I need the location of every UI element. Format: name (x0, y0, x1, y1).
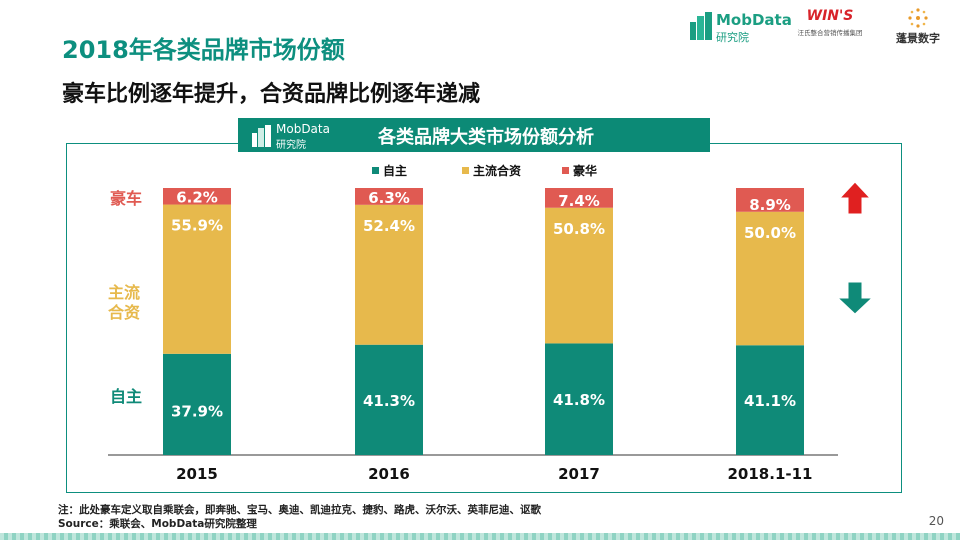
pengjing-logo-name: 蓬景数字 (896, 32, 940, 45)
data-label: 41.1% (744, 392, 796, 410)
bottom-decoration-strip (0, 533, 960, 540)
bar-主流合资-2018.1-11 (736, 211, 804, 346)
data-label: 41.8% (553, 391, 605, 409)
pengjing-logo: 蓬景数字 (886, 6, 950, 48)
data-label: 37.9% (171, 402, 223, 420)
mobdata-logo-name: MobData (716, 11, 792, 29)
data-label: 50.0% (744, 224, 796, 242)
legend-swatch-豪华 (562, 167, 569, 174)
footnotes: 注：此处豪车定义取自乘联会，即奔驰、宝马、奥迪、凯迪拉克、捷豹、路虎、沃尔沃、英… (58, 503, 541, 531)
wins-logo-name: WIN'S (806, 8, 854, 24)
bar-自主-2017 (545, 343, 613, 455)
data-label: 6.3% (368, 189, 410, 207)
legend-label: 主流合资 (473, 163, 521, 178)
bar-主流合资-2015 (163, 204, 231, 354)
chart-title: 各类品牌大类市场份额分析 (378, 127, 594, 148)
definition-note: 注：此处豪车定义取自乘联会，即奔驰、宝马、奥迪、凯迪拉克、捷豹、路虎、沃尔沃、英… (58, 504, 541, 516)
trend-down-arrow-icon (836, 281, 874, 315)
banner-building-icon (252, 125, 271, 147)
data-label: 55.9% (171, 217, 223, 235)
page-number: 20 (928, 514, 944, 528)
data-label: 50.8% (553, 220, 605, 238)
pengjing-burst-icon (908, 8, 928, 28)
side-label: 主流 (108, 283, 140, 302)
side-label: 自主 (110, 387, 142, 406)
data-label: 6.2% (176, 189, 218, 207)
chart-banner: MobData 研究院 各类品牌大类市场份额分析 (238, 118, 710, 152)
bar-豪华-2017 (545, 188, 613, 208)
data-label: 7.4% (558, 192, 600, 210)
wins-logo: WIN'S 汪氏整合营销传播集团 (780, 8, 880, 44)
banner-logo-name: MobData (276, 122, 330, 136)
page-subtitle: 豪车比例逐年提升，合资品牌比例逐年递减 (62, 82, 481, 107)
mobdata-logo-sub: 研究院 (716, 31, 749, 44)
bar-豪华-2016 (355, 188, 423, 205)
bar-主流合资-2016 (355, 204, 423, 345)
legend-swatch-自主 (372, 167, 379, 174)
page-title: 2018年各类品牌市场份额 (62, 36, 345, 64)
data-label: 8.9% (749, 196, 791, 214)
wins-logo-sub: 汪氏整合营销传播集团 (797, 29, 863, 37)
x-tick-label: 2015 (176, 465, 218, 483)
mobdata-logo: MobData 研究院 (690, 10, 792, 44)
bar-自主-2018.1-11 (736, 345, 804, 455)
side-label: 豪车 (110, 189, 142, 208)
source-note: Source：乘联会、MobData研究院整理 (58, 518, 257, 530)
side-label: 合资 (108, 303, 140, 322)
data-label: 41.3% (363, 392, 415, 410)
bar-自主-2016 (355, 344, 423, 455)
mobdata-building-icon (690, 12, 712, 40)
bar-主流合资-2017 (545, 207, 613, 344)
legend-label: 豪华 (573, 163, 597, 178)
x-tick-label: 2017 (558, 465, 600, 483)
legend-swatch-主流合资 (462, 167, 469, 174)
banner-logo: MobData 研究院 (252, 122, 332, 151)
bar-自主-2015 (163, 353, 231, 455)
x-tick-label: 2018.1-11 (728, 465, 813, 483)
banner-logo-sub: 研究院 (276, 140, 306, 151)
bar-豪华-2015 (163, 188, 231, 205)
x-tick-label: 2016 (368, 465, 410, 483)
legend-label: 自主 (383, 163, 407, 178)
trend-up-arrow-icon (838, 181, 872, 215)
bar-豪华-2018.1-11 (736, 188, 804, 212)
data-label: 52.4% (363, 217, 415, 235)
